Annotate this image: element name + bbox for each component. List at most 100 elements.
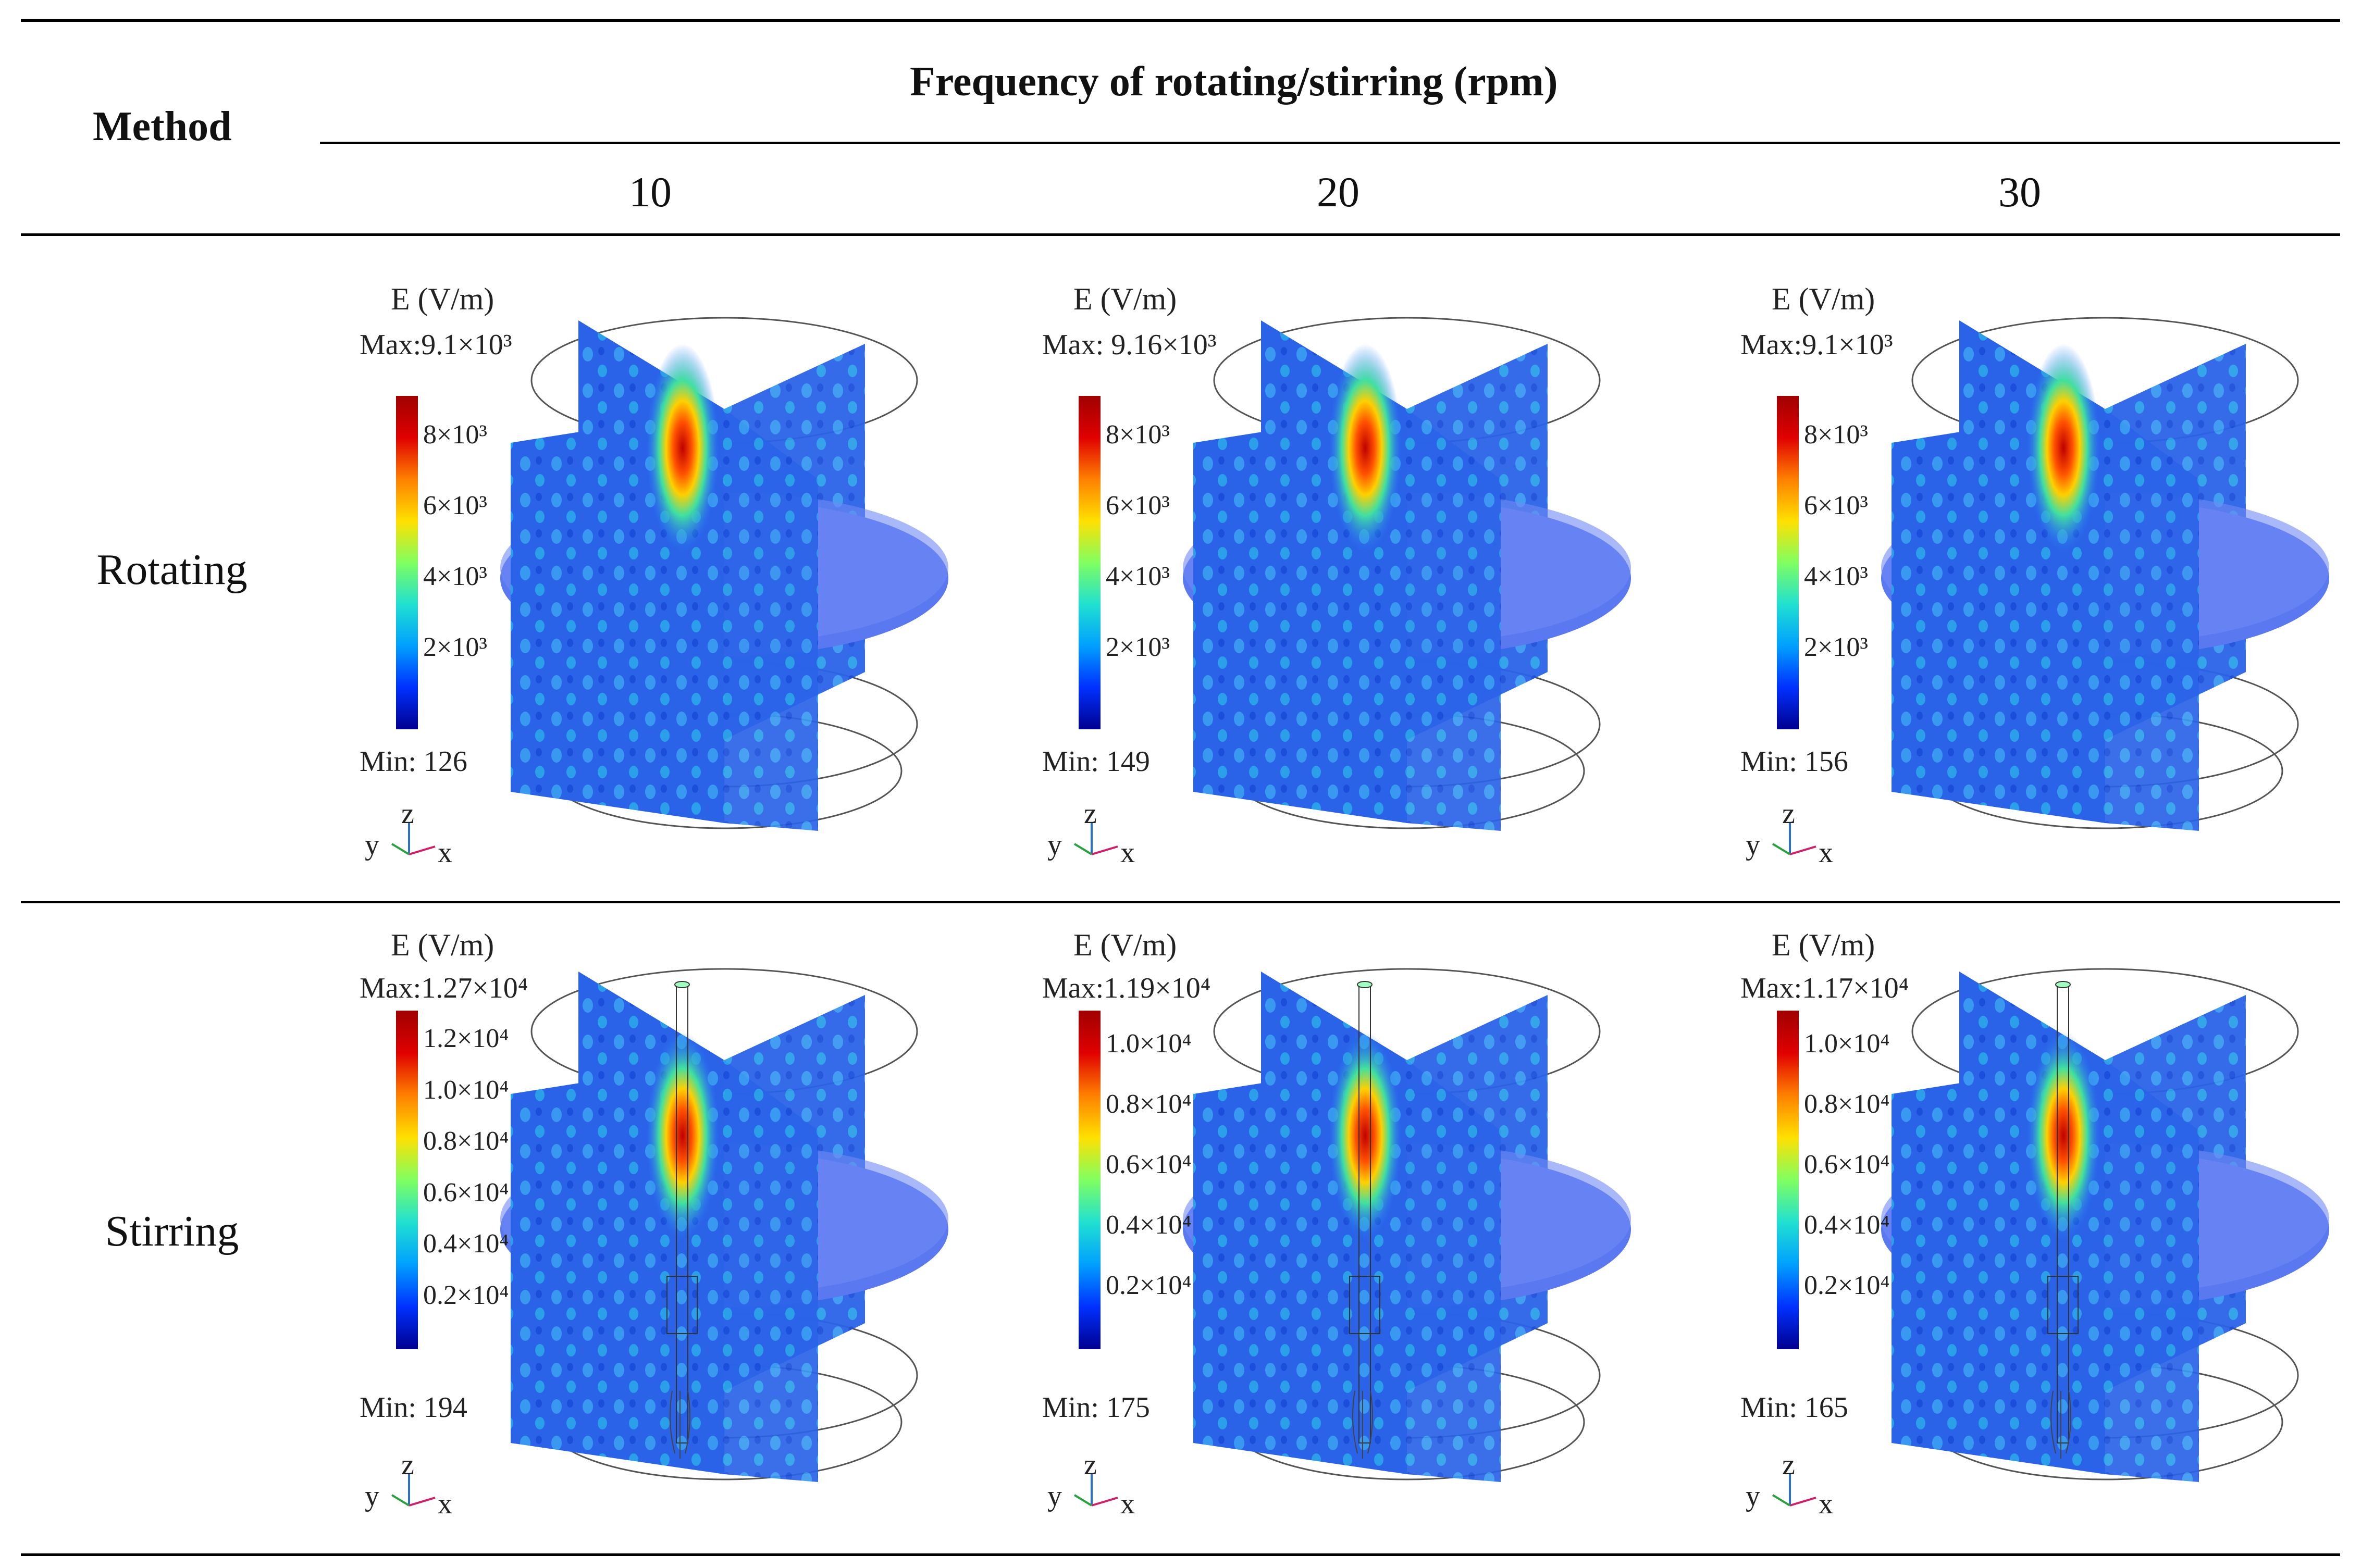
- axis-z-label: z: [401, 1449, 414, 1481]
- axis-x-label: x: [438, 1488, 452, 1520]
- field-hotspot: [1329, 344, 1402, 552]
- axis-x-arrow: [1091, 1497, 1118, 1507]
- axis-y-arrow: [1772, 843, 1791, 855]
- min-value-label: Min: 194: [360, 1391, 467, 1424]
- colorbar-tick-label: 4×10³: [1804, 562, 1868, 592]
- colorbar-tick-label: 6×10³: [1106, 491, 1170, 521]
- axis-x-arrow: [409, 845, 436, 855]
- stirrer-shaft-tip: [674, 981, 690, 988]
- axis-z-label: z: [1084, 798, 1097, 830]
- min-value-label: Min: 175: [1042, 1391, 1150, 1424]
- colorbar-tick-label: 8×10³: [1804, 419, 1868, 450]
- field-panel-stirring-10: E (V/m) Max:1.27×10⁴ Min: 194 1.2×10⁴ 1.0×10…: [360, 922, 1006, 1532]
- colorbar-tick-label: 1.0×10⁴: [423, 1075, 509, 1105]
- colorbar-title: E (V/m): [1772, 928, 1875, 962]
- max-value-label: Max:1.19×10⁴: [1042, 972, 1211, 1004]
- min-value-label: Min: 126: [360, 745, 467, 778]
- colorbar-tick-label: 4×10³: [423, 562, 487, 592]
- table-bottom-rule: [21, 1553, 2340, 1556]
- colorbar-title: E (V/m): [1073, 928, 1177, 962]
- colorbar-tick-label: 2×10³: [1804, 632, 1868, 663]
- colorbar-tick-label: 8×10³: [1106, 419, 1170, 450]
- colorbar-tick-label: 6×10³: [1804, 491, 1868, 521]
- field-panel-rotating-20: E (V/m) Max: 9.16×10³ Min: 149 8×10³ 6×10³ 4×…: [1042, 271, 1688, 880]
- axis-y-arrow: [1073, 1494, 1093, 1507]
- max-value-label: Max: 9.16×10³: [1042, 329, 1217, 361]
- colorbar-tick-label: 0.4×10⁴: [1804, 1210, 1890, 1240]
- min-value-label: Min: 165: [1740, 1391, 1848, 1424]
- axis-z-label: z: [1084, 1449, 1097, 1481]
- min-value-label: Min: 156: [1740, 745, 1848, 778]
- front-slice-right: [1407, 409, 1501, 831]
- header-sub-rule: [320, 142, 2340, 144]
- axis-y-label: y: [1746, 1480, 1760, 1512]
- row-label-stirring: Stirring: [105, 1207, 239, 1255]
- max-value-label: Max:9.1×10³: [360, 329, 512, 361]
- header-bottom-rule: [21, 233, 2340, 236]
- axis-x-label: x: [1120, 1488, 1135, 1520]
- colorbar-tick-label: 0.8×10⁴: [423, 1126, 509, 1156]
- colorbar-tick-label: 2×10³: [423, 632, 487, 663]
- axis-z-label: z: [1782, 1449, 1795, 1481]
- method-column-header: Method: [93, 104, 232, 150]
- colorbar-tick-label: 0.6×10⁴: [423, 1177, 509, 1208]
- row-separator-rule: [21, 901, 2340, 903]
- stirrer-hub: [666, 1276, 698, 1334]
- axis-y-label: y: [365, 829, 379, 861]
- axis-x-label: x: [438, 837, 452, 869]
- colorbar-tick-label: 0.2×10⁴: [423, 1280, 509, 1310]
- colorbar-title: E (V/m): [391, 928, 495, 962]
- min-value-label: Min: 149: [1042, 745, 1150, 778]
- colorbar-title: E (V/m): [1073, 282, 1177, 316]
- column-header-30: 30: [1998, 168, 2041, 216]
- colorbar-tick-label: 0.2×10⁴: [1106, 1271, 1192, 1301]
- colorbar-tick-label: 0.8×10⁴: [1106, 1089, 1192, 1119]
- field-panel-rotating-10: E (V/m) Max:9.1×10³ Min: 126 8×10³ 6×10³ 4×10…: [360, 271, 1006, 880]
- colorbar: [1079, 1011, 1101, 1349]
- colorbar-tick-label: 0.4×10⁴: [423, 1229, 509, 1259]
- column-header-20: 20: [1317, 168, 1359, 216]
- max-value-label: Max:1.27×10⁴: [360, 972, 528, 1004]
- max-value-label: Max:1.17×10⁴: [1740, 972, 1909, 1004]
- frequency-column-header: Frequency of rotating/stirring (rpm): [910, 59, 1558, 105]
- axis-y-label: y: [1047, 829, 1062, 861]
- stirrer-blades: [670, 1390, 690, 1459]
- row-label-rotating: Rotating: [96, 545, 248, 594]
- front-slice-right: [1407, 1060, 1501, 1482]
- axis-x-arrow: [1789, 1497, 1816, 1507]
- stirrer-blades: [2050, 1390, 2071, 1459]
- axis-y-label: y: [365, 1480, 379, 1512]
- colorbar: [1777, 396, 1799, 729]
- axis-x-label: x: [1819, 1488, 1833, 1520]
- axis-z-label: z: [401, 798, 414, 830]
- colorbar-tick-label: 0.4×10⁴: [1106, 1210, 1192, 1240]
- colorbar-tick-label: 4×10³: [1106, 562, 1170, 592]
- colorbar-tick-label: 1.2×10⁴: [423, 1024, 509, 1054]
- axis-y-arrow: [1772, 1494, 1791, 1507]
- stirrer-hub: [2047, 1276, 2079, 1334]
- axis-x-label: x: [1120, 837, 1135, 869]
- field-hotspot: [2027, 1031, 2100, 1240]
- field-hotspot: [646, 1031, 719, 1240]
- axis-y-arrow: [391, 843, 410, 855]
- axis-y-arrow: [391, 1494, 410, 1507]
- axis-z-label: z: [1782, 798, 1795, 830]
- field-panel-rotating-30: E (V/m) Max:9.1×10³ Min: 156 8×10³ 6×10³ 4×10…: [1740, 271, 2361, 880]
- field-panel-stirring-30: E (V/m) Max:1.17×10⁴ Min: 165 1.0×10⁴ 0.8×10…: [1740, 922, 2361, 1532]
- axis-x-arrow: [409, 1497, 436, 1507]
- colorbar-tick-label: 1.0×10⁴: [1106, 1028, 1192, 1059]
- axis-y-arrow: [1073, 843, 1093, 855]
- colorbar-tick-label: 2×10³: [1106, 632, 1170, 663]
- stirrer-hub: [1349, 1276, 1380, 1334]
- colorbar: [396, 396, 418, 729]
- field-hotspot: [646, 344, 719, 552]
- stirrer-shaft-tip: [2055, 981, 2071, 988]
- colorbar-tick-label: 0.6×10⁴: [1804, 1149, 1890, 1179]
- axis-x-label: x: [1819, 837, 1833, 869]
- column-header-10: 10: [629, 168, 672, 216]
- field-hotspot: [2027, 344, 2100, 552]
- colorbar: [1777, 1011, 1799, 1349]
- front-slice-right: [724, 409, 818, 831]
- axis-y-label: y: [1047, 1480, 1062, 1512]
- axis-x-arrow: [1789, 845, 1816, 855]
